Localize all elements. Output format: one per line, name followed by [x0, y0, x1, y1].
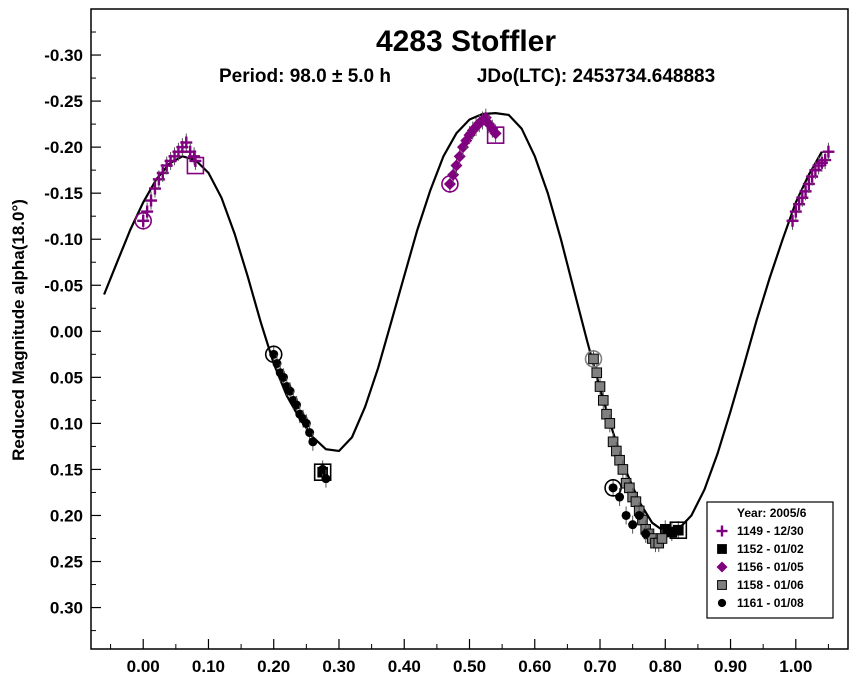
data-point: [145, 194, 158, 207]
data-point: [793, 198, 806, 211]
legend-marker: [717, 598, 727, 608]
legend-label: 1152 - 01/02: [737, 542, 804, 556]
legend-marker: [716, 561, 728, 573]
x-tick-label: 0.40: [388, 657, 421, 676]
open-circle-marker: [134, 211, 153, 230]
x-tick-label: 1.00: [779, 657, 812, 676]
y-tick-label: 0.30: [50, 599, 83, 618]
data-point: [137, 214, 150, 227]
x-axis: 0.00 0.10 0.20 0.30 0.40 0.50 0.60 0.70 0.80 0.90…: [110, 639, 829, 676]
y-axis: -0.30 -0.25 -0.20 -0.15 -0.10 -0.05 0.00 0.05 0.…: [44, 31, 101, 632]
legend-label: 1158 - 01/06: [737, 578, 804, 592]
open-square-marker: [313, 463, 332, 481]
data-point: [806, 170, 819, 183]
data-point: [786, 214, 799, 227]
y-tick-label: 0.10: [50, 414, 83, 433]
x-tick-label: 0.00: [127, 657, 160, 676]
data-point: [318, 464, 328, 474]
x-tick-label: 0.80: [649, 657, 682, 676]
x-tick-label: 0.20: [257, 657, 290, 676]
x-tick-label: 0.50: [453, 657, 486, 676]
x-tick-label: 0.10: [192, 657, 225, 676]
open-circle-marker: [604, 479, 622, 497]
x-tick-label: 0.30: [322, 657, 355, 676]
data-point: [321, 474, 331, 484]
data-point: [285, 386, 295, 396]
data-point: [305, 428, 315, 438]
legend-marker: [717, 544, 727, 554]
data-point: [615, 492, 625, 502]
data-point: [641, 529, 651, 539]
y-tick-label: -0.05: [44, 276, 83, 295]
y-tick-label: 0.00: [50, 322, 83, 341]
data-point: [628, 520, 638, 530]
legend-label: 1149 - 12/30: [737, 524, 804, 538]
y-axis-label: Reduced Magnitude alpha(18.0°): [9, 199, 28, 461]
open-square-marker: [669, 521, 688, 540]
data-point: [269, 349, 279, 359]
data-point: [597, 395, 609, 406]
y-tick-label: -0.20: [44, 138, 83, 157]
fit-curve: [103, 111, 823, 534]
x-tick-label: 0.70: [583, 657, 616, 676]
data-point: [604, 418, 616, 429]
data-point: [608, 483, 618, 493]
data-point: [279, 372, 289, 382]
legend-marker: [717, 580, 727, 590]
open-circle-marker: [264, 345, 283, 364]
data-point: [591, 367, 603, 379]
data-point: [617, 464, 629, 475]
data-point: [301, 418, 311, 428]
chart-subtitle-period: Period: 98.0 ± 5.0 h: [219, 66, 391, 87]
open-circle-marker: [441, 175, 459, 193]
open-square-marker: [186, 156, 205, 175]
data-point: [822, 145, 835, 158]
chart-subtitle-epoch: JDo(LTC): 2453734.648883: [477, 66, 715, 87]
chart-title: 4283 Stoffler: [376, 25, 556, 58]
legend: Year: 2005/6 1149 - 12/30 1152 - 01/02 115…: [706, 501, 834, 619]
data-point: [796, 191, 809, 204]
data-point: [308, 437, 318, 447]
legend-items: 1149 - 12/30 1152 - 01/02 1156 - 01/05 1158…: [716, 524, 804, 610]
data-point: [802, 177, 815, 190]
data-point: [148, 182, 161, 195]
y-tick-label: 0.20: [50, 506, 83, 525]
data-point: [799, 185, 812, 198]
open-markers: [134, 126, 688, 540]
data-point: [673, 524, 684, 536]
y-tick-label: -0.15: [44, 184, 83, 203]
data-point: [656, 533, 668, 544]
y-tick-label: -0.30: [44, 46, 83, 65]
data-point: [489, 127, 502, 140]
legend-label: 1156 - 01/05: [737, 560, 804, 574]
data-point: [819, 154, 832, 167]
data-point: [292, 400, 302, 410]
data-points: [137, 108, 835, 553]
data-point: [621, 510, 631, 520]
legend-box: [706, 501, 834, 619]
x-tick-label: 0.90: [714, 657, 747, 676]
data-point: [588, 353, 599, 365]
data-point: [180, 136, 193, 149]
data-point: [634, 510, 644, 520]
open-square-marker: [486, 126, 505, 144]
y-tick-label: -0.25: [44, 92, 83, 111]
y-tick-label: -0.10: [44, 230, 83, 249]
data-point: [594, 381, 606, 392]
legend-marker: [716, 525, 728, 537]
legend-label: 1161 - 01/08: [737, 596, 804, 610]
data-point: [272, 359, 282, 369]
y-tick-label: 0.15: [50, 460, 83, 479]
data-point: [789, 205, 802, 218]
data-point: [141, 205, 154, 218]
legend-title: Year: 2005/6: [737, 506, 807, 520]
y-tick-label: 0.05: [50, 368, 83, 387]
open-circle-marker: [584, 350, 603, 368]
x-tick-label: 0.60: [518, 657, 551, 676]
y-tick-label: 0.25: [50, 553, 83, 572]
